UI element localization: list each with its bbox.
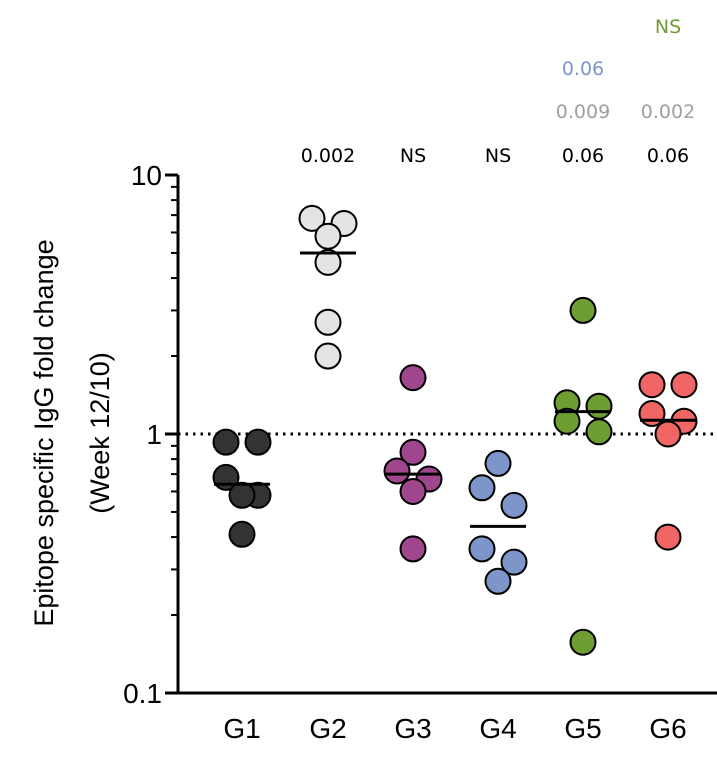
x-tick-label: G5: [564, 713, 601, 744]
x-tick-label: G2: [309, 713, 346, 744]
p-value-label: 0.06: [562, 58, 604, 80]
y-tick-label: 1: [146, 419, 162, 450]
p-value-label: NS: [655, 16, 681, 38]
data-point-g6: [654, 420, 682, 448]
data-point-g4: [500, 491, 528, 519]
y-tick-label: 0.1: [123, 678, 162, 709]
x-tick-label: G6: [649, 713, 686, 744]
p-value-label: 0.002: [301, 145, 355, 167]
p-value-label: 0.06: [647, 145, 689, 167]
y-axis-title-line-1: Epitope specific IgG fold change: [29, 239, 59, 626]
y-axis-title-line-2: (Week 12/10): [85, 352, 115, 514]
x-tick-label: G1: [223, 713, 260, 744]
data-point-g5: [585, 418, 613, 446]
data-point-g6: [638, 399, 666, 427]
x-tick-label: G4: [479, 713, 516, 744]
data-point-g1: [228, 520, 256, 548]
data-point-g3: [399, 438, 427, 466]
x-tick-label: G3: [394, 713, 431, 744]
data-point-g2: [298, 204, 326, 232]
data-point-g5: [553, 407, 581, 435]
data-point-g6: [670, 371, 698, 399]
data-point-g3: [399, 477, 427, 505]
data-point-g1: [228, 481, 256, 509]
data-point-g2: [314, 222, 342, 250]
data-point-g1: [212, 428, 240, 456]
data-point-g1: [244, 428, 272, 456]
data-point-g5: [569, 296, 597, 324]
p-value-label: 0.002: [641, 101, 695, 123]
data-point-g2: [314, 342, 342, 370]
data-point-g4: [468, 474, 496, 502]
p-value-label: 0.009: [556, 101, 610, 123]
data-point-g6: [654, 523, 682, 551]
data-point-g3: [399, 364, 427, 392]
data-point-g3: [399, 535, 427, 563]
p-value-label: NS: [400, 145, 426, 167]
data-point-g6: [638, 371, 666, 399]
data-point-g5: [569, 628, 597, 656]
data-point-g4: [484, 449, 512, 477]
y-axis-title: Epitope specific IgG fold change (Week 1…: [29, 239, 115, 626]
p-value-label: 0.06: [562, 145, 604, 167]
data-point-g2: [314, 248, 342, 276]
y-tick-label: 10: [131, 160, 162, 191]
data-point-g4: [500, 548, 528, 576]
data-point-g3: [383, 457, 411, 485]
data-point-g4: [484, 567, 512, 595]
data-point-g4: [468, 535, 496, 563]
data-point-g5: [585, 392, 613, 420]
p-value-label: NS: [485, 145, 511, 167]
data-point-g2: [314, 308, 342, 336]
